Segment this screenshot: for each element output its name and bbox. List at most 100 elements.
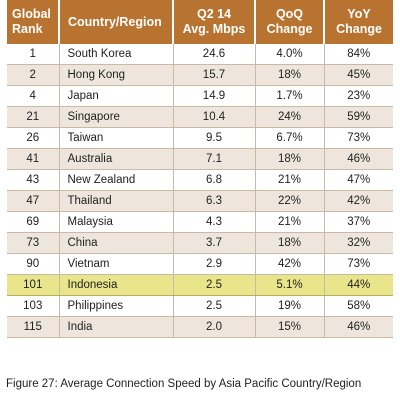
table-row: 115 India 2.0 15% 46% [7,316,393,338]
header-avg-speed: Q2 14 Avg. Mbps [173,0,256,44]
table-row: 90 Vietnam 2.9 42% 73% [7,253,393,275]
table-row: 2 Hong Kong 15.7 18% 45% [7,64,393,86]
cell-country-region: Indonesia [59,274,174,296]
cell-avg-speed: 24.6 [173,44,256,65]
cell-yoy-change: 44% [324,274,393,296]
cell-global-rank: 90 [7,253,60,275]
cell-qoq-change: 24% [255,106,325,128]
cell-country-region: Vietnam [59,253,174,275]
cell-avg-speed: 10.4 [173,106,256,128]
cell-yoy-change: 45% [324,64,393,86]
cell-yoy-change: 23% [324,85,393,107]
table-row: 21 Singapore 10.4 24% 59% [7,106,393,128]
cell-country-region: Thailand [59,190,174,212]
cell-yoy-change: 73% [324,253,393,275]
cell-country-region: Philippines [59,295,174,317]
table-row-highlighted: 101 Indonesia 2.5 5.1% 44% [7,274,393,296]
cell-country-region: New Zealand [59,169,174,191]
cell-global-rank: 41 [7,148,60,170]
table-row: 1 South Korea 24.6 4.0% 84% [7,44,393,65]
cell-yoy-change: 84% [324,44,393,65]
cell-global-rank: 103 [7,295,60,317]
cell-avg-speed: 3.7 [173,232,256,254]
figure-caption: Figure 27: Average Connection Speed by A… [6,378,362,390]
cell-country-region: Malaysia [59,211,174,233]
header-yoy-change: YoY Change [324,0,393,44]
table-row: 47 Thailand 6.3 22% 42% [7,190,393,212]
cell-country-region: India [59,316,174,338]
cell-yoy-change: 58% [324,295,393,317]
cell-qoq-change: 5.1% [255,274,325,296]
cell-qoq-change: 21% [255,211,325,233]
header-global-rank: Global Rank [7,0,60,44]
cell-avg-speed: 6.3 [173,190,256,212]
cell-qoq-change: 1.7% [255,85,325,107]
cell-avg-speed: 7.1 [173,148,256,170]
header-qoq-change: QoQ Change [255,0,325,44]
cell-avg-speed: 14.9 [173,85,256,107]
cell-avg-speed: 2.5 [173,295,256,317]
cell-country-region: Hong Kong [59,64,174,86]
cell-global-rank: 73 [7,232,60,254]
header-qoq-change-line1: QoQ [275,7,304,21]
connection-speed-table: Global Rank Country/Region Q2 14 Avg. Mbps… [7,0,393,338]
header-yoy-change-line1: YoY [347,7,371,21]
table-row: 73 China 3.7 18% 32% [7,232,393,254]
table-row: 69 Malaysia 4.3 21% 37% [7,211,393,233]
cell-country-region: Japan [59,85,174,107]
cell-qoq-change: 6.7% [255,127,325,149]
cell-global-rank: 43 [7,169,60,191]
cell-country-region: Singapore [59,106,174,128]
cell-global-rank: 69 [7,211,60,233]
cell-country-region: China [59,232,174,254]
cell-yoy-change: 47% [324,169,393,191]
cell-qoq-change: 18% [255,64,325,86]
cell-avg-speed: 4.3 [173,211,256,233]
header-qoq-change-line2: Change [266,22,313,36]
table-row: 4 Japan 14.9 1.7% 23% [7,85,393,107]
cell-avg-speed: 15.7 [173,64,256,86]
header-global-rank-line1: Global [12,7,51,21]
cell-country-region: South Korea [59,44,174,65]
table-header-row: Global Rank Country/Region Q2 14 Avg. Mbps… [7,0,393,44]
header-country-region: Country/Region [59,0,174,44]
cell-global-rank: 115 [7,316,60,338]
cell-qoq-change: 18% [255,232,325,254]
cell-yoy-change: 32% [324,232,393,254]
cell-qoq-change: 22% [255,190,325,212]
cell-country-region: Taiwan [59,127,174,149]
header-avg-speed-line1: Q2 14 [196,7,232,21]
header-global-rank-line2: Rank [12,22,43,36]
cell-qoq-change: 21% [255,169,325,191]
table-row: 26 Taiwan 9.5 6.7% 73% [7,127,393,149]
cell-avg-speed: 2.9 [173,253,256,275]
cell-global-rank: 47 [7,190,60,212]
cell-qoq-change: 18% [255,148,325,170]
header-yoy-change-line2: Change [336,22,382,36]
cell-avg-speed: 9.5 [173,127,256,149]
cell-yoy-change: 37% [324,211,393,233]
header-avg-speed-line2: Avg. Mbps [182,22,246,36]
cell-yoy-change: 42% [324,190,393,212]
cell-global-rank: 4 [7,85,60,107]
cell-qoq-change: 4.0% [255,44,325,65]
cell-yoy-change: 46% [324,148,393,170]
cell-global-rank: 2 [7,64,60,86]
cell-global-rank: 21 [7,106,60,128]
cell-global-rank: 101 [7,274,60,296]
cell-avg-speed: 6.8 [173,169,256,191]
cell-qoq-change: 19% [255,295,325,317]
table-row: 103 Philippines 2.5 19% 58% [7,295,393,317]
cell-avg-speed: 2.0 [173,316,256,338]
cell-yoy-change: 59% [324,106,393,128]
cell-qoq-change: 15% [255,316,325,338]
cell-global-rank: 1 [7,44,60,65]
cell-country-region: Australia [59,148,174,170]
table-body: 1 South Korea 24.6 4.0% 84% 2 Hong Kong 15.7 18%… [7,44,393,338]
table-row: 41 Australia 7.1 18% 46% [7,148,393,170]
cell-avg-speed: 2.5 [173,274,256,296]
cell-yoy-change: 46% [324,316,393,338]
cell-qoq-change: 42% [255,253,325,275]
cell-yoy-change: 73% [324,127,393,149]
